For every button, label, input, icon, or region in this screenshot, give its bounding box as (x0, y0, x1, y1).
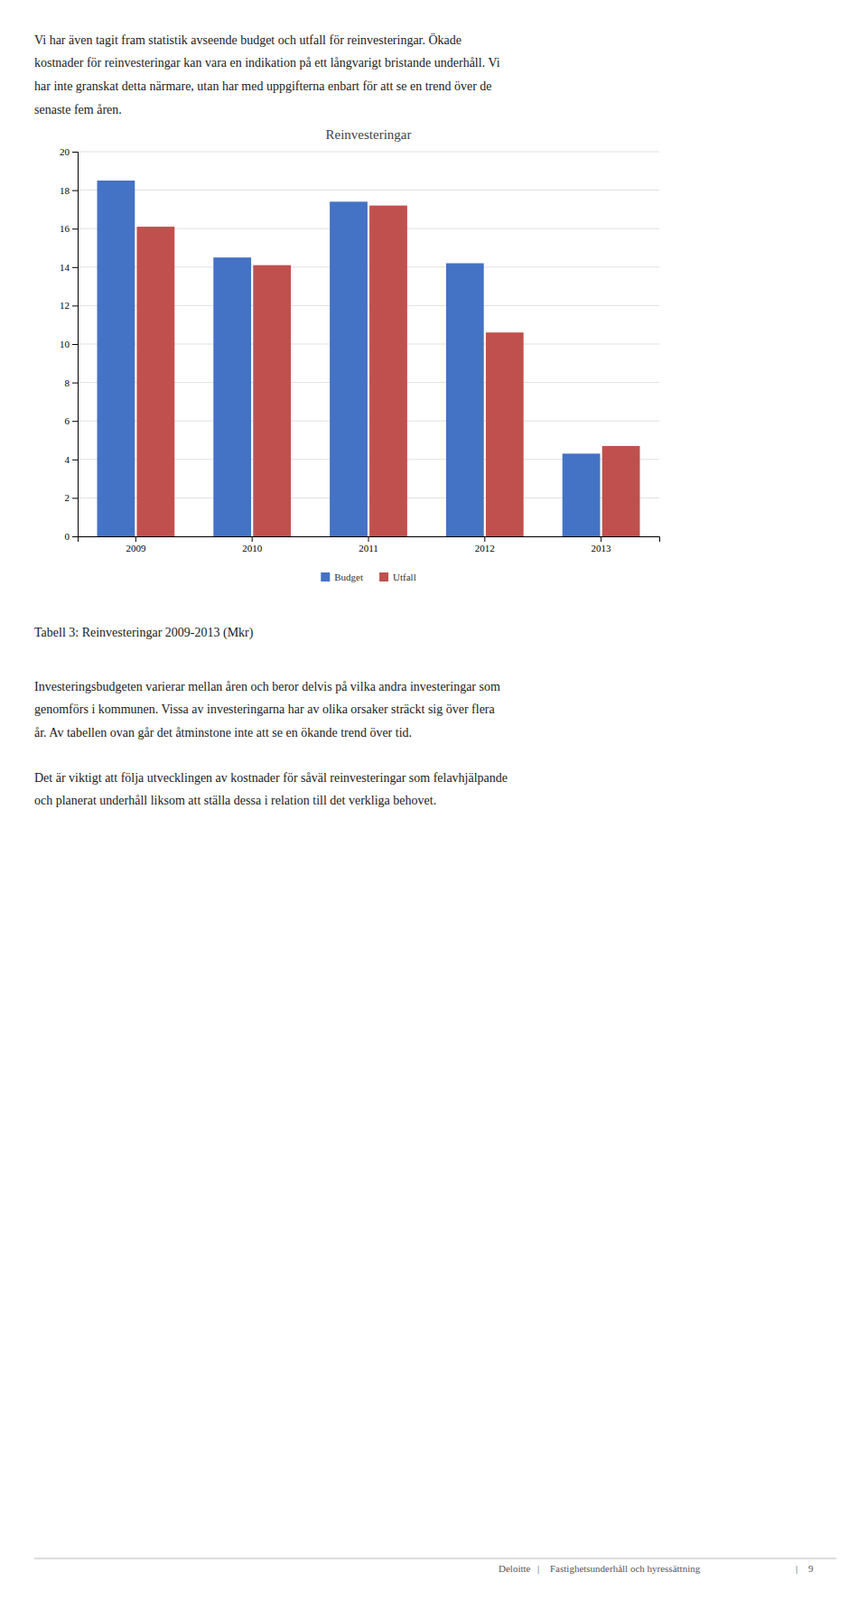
intro-text: kostnader för reinvesteringar kan vara e… (34, 55, 501, 70)
tick: 8 (65, 377, 79, 389)
tick-label: 2012 (475, 542, 495, 554)
tick: 6 (65, 415, 79, 427)
legend-label: Utfall (392, 571, 417, 583)
tick-mark (600, 536, 602, 542)
tick-mark (72, 459, 78, 461)
body-text: och planerat underhåll liksom att ställa… (34, 793, 437, 808)
bar (369, 205, 408, 537)
tick-label: 2009 (125, 542, 147, 554)
tick-mark (251, 536, 253, 542)
intro-text: Vi har även tagit fram statistik avseend… (34, 32, 462, 47)
tick-mark (135, 536, 137, 542)
tick-label: 20 (59, 146, 71, 158)
bar (252, 265, 291, 537)
bar (136, 226, 175, 537)
tick: 18 (59, 185, 78, 196)
tick-label: 0 (65, 531, 71, 542)
bar (562, 453, 601, 537)
legend-item: Budget (320, 571, 364, 583)
tick-mark (72, 382, 78, 384)
axis-line (78, 537, 661, 543)
body-text: år. Av tabellen ovan går det åtminstone … (34, 726, 412, 740)
tick: 12 (59, 299, 78, 311)
tick-label: 2011 (358, 542, 379, 554)
body-text: Det är viktigt att följa utvecklingen av… (34, 771, 508, 785)
tick-mark (368, 536, 370, 542)
footer-text: Fastighetsunderhåll och hyressättning (550, 1563, 701, 1575)
grid (77, 151, 660, 537)
footer-text: Deloitte (498, 1563, 532, 1575)
legend-swatch (320, 572, 330, 582)
legend-item: Utfall (379, 571, 417, 583)
tick-mark (72, 151, 78, 153)
tick-mark (72, 344, 78, 345)
chart-title: Reinvesteringar (326, 127, 412, 142)
tick: 20 (59, 146, 78, 158)
tick-label: 8 (65, 377, 71, 389)
series (97, 180, 601, 537)
grid-line (77, 151, 660, 153)
caption: Tabell 3: Reinvesteringar 2009-2013 (Mkr… (34, 625, 254, 641)
tick: 0 (65, 531, 79, 542)
footer-text: | (795, 1563, 798, 1575)
chart: 0 2 4 6 8 10 12 14 16 18 20 2009 2010 2011 2012 2013 (59, 146, 661, 554)
tick-label: 2010 (242, 542, 263, 554)
tick: 2013 (591, 536, 613, 554)
x-axis: 2009 2010 2011 2012 2013 (78, 536, 661, 554)
tick-label: 2013 (591, 542, 613, 554)
tick-label: 12 (59, 299, 70, 311)
tick-label: 4 (65, 454, 71, 466)
body-text: Investeringsbudgeten varierar mellan åre… (34, 680, 501, 694)
tick: 2012 (475, 536, 495, 554)
page: Vi har även tagit fram statistik avseend… (0, 0, 867, 1600)
tick: 10 (59, 338, 78, 350)
footer-text: | (537, 1563, 540, 1575)
tick-label: 16 (59, 223, 71, 234)
intro-text: senaste fem åren. (34, 102, 122, 117)
bar (329, 201, 368, 537)
tick: 2 (65, 492, 79, 504)
bars (97, 180, 641, 537)
axis-line (72, 152, 79, 538)
tick-label: 14 (59, 261, 71, 273)
tick: 14 (59, 261, 78, 273)
bar (485, 332, 524, 537)
tick-mark (72, 497, 78, 499)
body-text: genomförs i kommunen. Vissa av investeri… (34, 702, 496, 717)
tick-mark (484, 536, 485, 542)
bar (97, 180, 136, 537)
bar (213, 257, 252, 537)
tick-label: 6 (65, 415, 71, 427)
tick-mark (72, 267, 78, 269)
y-axis: 0 2 4 6 8 10 12 14 16 18 20 (59, 146, 79, 542)
tick: 4 (65, 454, 79, 466)
tick-mark (72, 536, 78, 538)
legend-label: Budget (334, 571, 364, 583)
tick: 2010 (242, 536, 263, 554)
legend-swatch (379, 572, 389, 582)
tick-label: 10 (59, 338, 71, 350)
bar (446, 263, 485, 537)
tick-label: 18 (59, 185, 71, 196)
tick: 2009 (125, 536, 147, 554)
footer-rule (34, 1558, 837, 1560)
footer-text: 9 (808, 1563, 814, 1575)
tick-mark (72, 190, 78, 192)
bar (602, 446, 641, 537)
tick-mark (72, 305, 78, 307)
tick-mark (72, 420, 78, 422)
grid-line (77, 189, 660, 191)
intro-text: har inte granskat detta närmare, utan ha… (34, 79, 493, 94)
legend: Budget Utfall (320, 571, 416, 583)
tick: 16 (59, 223, 78, 234)
tick: 2011 (358, 536, 379, 554)
series (136, 205, 640, 537)
tick-mark (72, 228, 78, 230)
tick-label: 2 (65, 492, 71, 504)
